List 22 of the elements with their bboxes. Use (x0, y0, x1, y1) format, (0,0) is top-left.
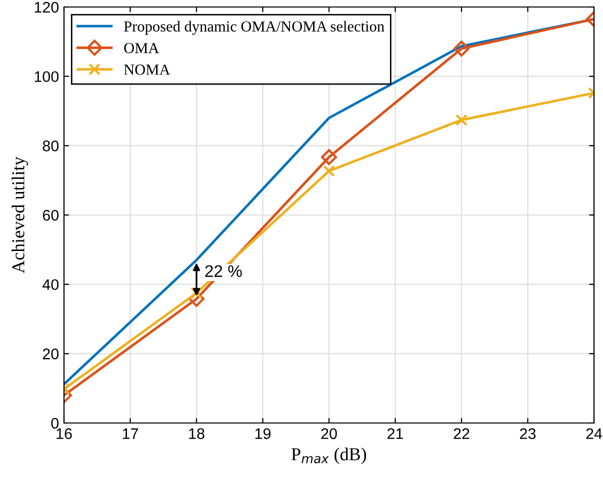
legend-label: OMA (124, 42, 160, 54)
x-axis-title: P$_{max}$ (dB) (292, 448, 366, 464)
y-tick-label: 80 (42, 140, 59, 152)
x-tick-label: 16 (56, 428, 72, 440)
y-tick-label: 120 (34, 2, 59, 13)
y-tick-label: 100 (34, 71, 59, 82)
annotation: 22 % (205, 265, 242, 277)
y-tick-label: 40 (42, 279, 59, 290)
y-tick-label: 60 (42, 210, 59, 221)
legend-label: NOMA (124, 64, 170, 75)
x-tick-label: 22 (454, 428, 470, 439)
y-axis-title: Achieved utility (12, 156, 28, 274)
x-tick-label: 23 (520, 428, 536, 440)
x-tick-label: 24 (586, 428, 602, 439)
x-tick-label: 21 (388, 428, 403, 439)
x-tick-label: 20 (321, 428, 337, 440)
legend-label: Proposed dynamic OMA/NOMA selection (124, 20, 384, 35)
y-tick-label: 20 (42, 348, 59, 360)
y-tick-label: 0 (51, 418, 59, 429)
x-tick-label: 19 (255, 428, 271, 440)
x-tick-label: 17 (122, 428, 138, 439)
x-tick-label: 18 (189, 428, 204, 440)
